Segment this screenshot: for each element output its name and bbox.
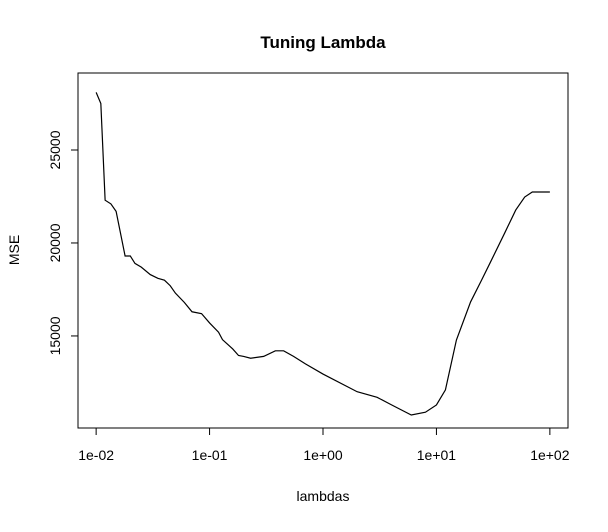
x-tick-label: 1e+01 — [417, 447, 457, 463]
line — [95, 92, 550, 416]
x-tick-label: 1e+02 — [530, 447, 570, 463]
x-tick-label: 1e+00 — [303, 447, 343, 463]
x-axis-label: lambdas — [297, 488, 350, 504]
y-tick-label: 15000 — [47, 316, 63, 355]
y-axis-label: MSE — [6, 235, 22, 265]
x-tick-label: 1e-02 — [78, 447, 114, 463]
y-tick-label: 25000 — [47, 130, 63, 169]
chart-title: Tuning Lambda — [260, 33, 386, 52]
y-tick-label: 20000 — [47, 223, 63, 262]
plot-box — [77, 72, 569, 429]
x-tick-label: 1e-01 — [192, 447, 228, 463]
